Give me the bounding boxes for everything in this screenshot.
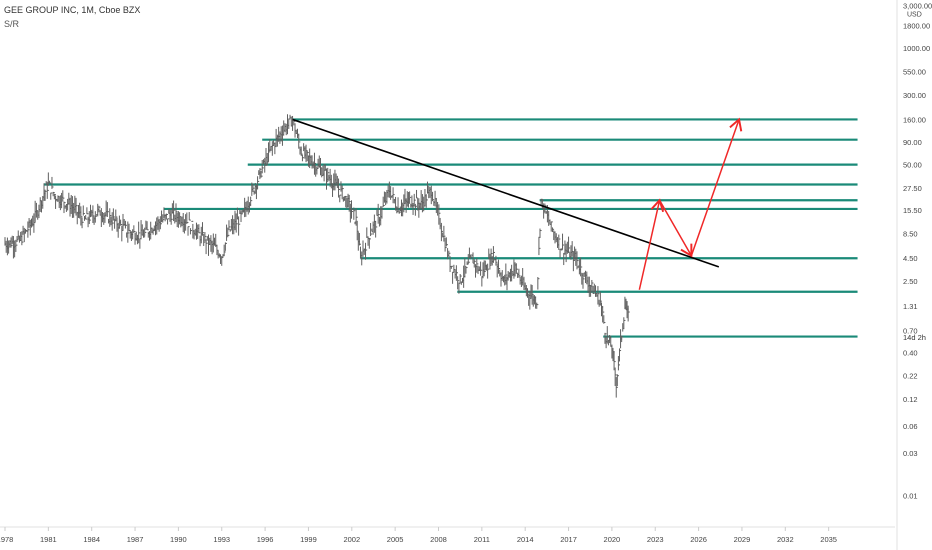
x-tick-label: 1987 bbox=[127, 535, 144, 544]
x-tick-label: 2035 bbox=[820, 535, 837, 544]
y-tick-label: 1800.00 bbox=[903, 21, 930, 30]
x-tick-label: 1981 bbox=[40, 535, 57, 544]
bar-countdown: 14d 2h bbox=[903, 333, 926, 342]
y-tick-label: 27.50 bbox=[903, 184, 922, 193]
x-tick-label: 2008 bbox=[430, 535, 447, 544]
y-tick-label: 1000.00 bbox=[903, 44, 930, 53]
y-tick-label: 0.12 bbox=[903, 395, 918, 404]
y-tick-label: 300.00 bbox=[903, 91, 926, 100]
y-tick-label: 50.00 bbox=[903, 161, 922, 170]
x-tick-label: 2026 bbox=[690, 535, 707, 544]
indicator-label: S/R bbox=[4, 19, 20, 29]
x-tick-label: 2017 bbox=[560, 535, 577, 544]
trendline bbox=[292, 118, 720, 268]
y-tick-label: 0.03 bbox=[903, 449, 918, 458]
x-tick-label: 2014 bbox=[517, 535, 534, 544]
x-tick-label: 2023 bbox=[647, 535, 664, 544]
y-tick-label: 1.31 bbox=[903, 302, 918, 311]
y-tick-label: 0.22 bbox=[903, 372, 918, 381]
x-tick-label: 1996 bbox=[257, 535, 274, 544]
projection-arrow bbox=[690, 117, 743, 256]
x-tick-label: 1993 bbox=[213, 535, 230, 544]
projection-arrow bbox=[658, 199, 693, 258]
chart-title: GEE GROUP INC, 1M, Cboe BZX bbox=[4, 5, 141, 15]
price-series bbox=[4, 114, 630, 398]
x-tick-label: 2029 bbox=[734, 535, 751, 544]
x-tick-label: 1990 bbox=[170, 535, 187, 544]
y-tick-label: 90.00 bbox=[903, 138, 922, 147]
y-tick-label: 0.06 bbox=[903, 422, 918, 431]
y-tick-label: 15.50 bbox=[903, 206, 922, 215]
projection-arrow bbox=[638, 198, 665, 290]
x-tick-label: 1984 bbox=[83, 535, 100, 544]
y-tick-label: 550.00 bbox=[903, 67, 926, 76]
y-tick-label: 2.50 bbox=[903, 277, 918, 286]
y-tick-label: 3,000.00 bbox=[903, 2, 932, 11]
y-tick-label: 4.50 bbox=[903, 254, 918, 263]
y-tick-label: 0.40 bbox=[903, 348, 918, 357]
y-tick-label: 0.70 bbox=[903, 327, 918, 336]
x-tick-label: 2032 bbox=[777, 535, 794, 544]
x-tick-label: 1999 bbox=[300, 535, 317, 544]
x-tick-label: 2002 bbox=[343, 535, 360, 544]
x-tick-label: 2005 bbox=[387, 535, 404, 544]
x-tick-label: 2011 bbox=[474, 535, 490, 544]
x-tick-label: 2020 bbox=[604, 535, 621, 544]
y-tick-label: 8.50 bbox=[903, 230, 918, 239]
y-axis-unit: USD bbox=[907, 12, 922, 19]
y-tick-label: 0.01 bbox=[903, 492, 918, 501]
y-tick-label: 160.00 bbox=[903, 115, 926, 124]
